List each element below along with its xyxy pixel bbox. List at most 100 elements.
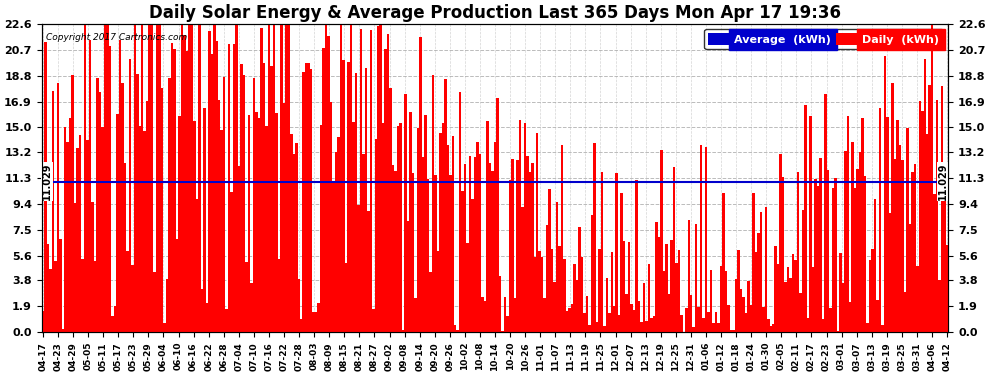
Bar	[534, 257, 536, 332]
Bar	[89, 40, 91, 332]
Bar	[392, 165, 394, 332]
Bar	[929, 85, 931, 332]
Bar	[226, 309, 228, 332]
Bar	[526, 156, 529, 332]
Bar	[550, 249, 553, 332]
Bar	[603, 326, 606, 332]
Bar	[114, 306, 116, 332]
Bar	[687, 219, 690, 332]
Bar	[196, 199, 198, 332]
Bar	[178, 116, 181, 332]
Bar	[740, 288, 742, 332]
Bar	[430, 272, 432, 332]
Bar	[252, 78, 255, 332]
Bar	[506, 316, 509, 332]
Bar	[255, 112, 257, 332]
Bar	[784, 282, 787, 332]
Bar	[338, 137, 340, 332]
Bar	[94, 261, 96, 332]
Bar	[267, 24, 270, 332]
Bar	[377, 26, 379, 332]
Bar	[382, 123, 384, 332]
Bar	[343, 60, 345, 332]
Bar	[183, 35, 186, 332]
Bar	[764, 207, 767, 332]
Bar	[260, 28, 262, 332]
Bar	[257, 118, 260, 332]
Bar	[794, 260, 797, 332]
Bar	[171, 43, 173, 332]
Bar	[412, 173, 414, 332]
Bar	[310, 69, 313, 332]
Bar	[446, 145, 449, 332]
Bar	[193, 121, 196, 332]
Bar	[670, 240, 672, 332]
Bar	[884, 56, 886, 332]
Bar	[372, 309, 374, 332]
Bar	[74, 203, 76, 332]
Text: Copyright 2017 Cartronics.com: Copyright 2017 Cartronics.com	[47, 33, 187, 42]
Bar	[476, 142, 479, 332]
Bar	[345, 262, 347, 332]
Bar	[849, 302, 851, 332]
Bar	[451, 136, 454, 332]
Bar	[218, 100, 221, 332]
Bar	[459, 92, 461, 332]
Bar	[914, 164, 916, 332]
Bar	[243, 75, 246, 332]
Bar	[231, 192, 233, 332]
Bar	[111, 316, 114, 332]
Bar	[404, 94, 407, 332]
Bar	[445, 79, 446, 332]
Bar	[305, 63, 308, 332]
Bar	[233, 44, 236, 332]
Bar	[789, 278, 792, 332]
Bar	[710, 270, 713, 332]
Bar	[829, 308, 832, 332]
Bar	[611, 252, 613, 332]
Text: 11.029: 11.029	[939, 163, 948, 200]
Bar	[802, 210, 804, 332]
Bar	[812, 267, 814, 332]
Bar	[277, 258, 280, 332]
Bar	[757, 233, 759, 332]
Bar	[665, 244, 667, 332]
Bar	[464, 164, 466, 332]
Bar	[501, 331, 504, 332]
Bar	[56, 83, 59, 332]
Bar	[859, 152, 861, 332]
Bar	[499, 276, 501, 332]
Bar	[54, 261, 56, 332]
Bar	[181, 24, 183, 332]
Bar	[129, 58, 131, 332]
Bar	[71, 75, 74, 332]
Bar	[934, 194, 936, 332]
Bar	[817, 186, 819, 332]
Bar	[827, 170, 829, 332]
Bar	[747, 281, 749, 332]
Bar	[715, 312, 718, 332]
Bar	[613, 306, 616, 332]
Bar	[738, 250, 740, 332]
Bar	[672, 167, 675, 332]
Bar	[330, 102, 333, 332]
Bar	[623, 242, 626, 332]
Bar	[354, 72, 357, 332]
Bar	[121, 83, 124, 332]
Bar	[481, 297, 484, 332]
Bar	[837, 331, 840, 332]
Bar	[643, 283, 645, 332]
Bar	[744, 313, 747, 332]
Bar	[303, 72, 305, 332]
Bar	[116, 114, 119, 332]
Bar	[491, 171, 494, 332]
Bar	[601, 172, 603, 332]
Bar	[647, 264, 650, 332]
Bar	[437, 251, 440, 332]
Bar	[407, 220, 409, 332]
Bar	[146, 102, 148, 332]
Bar	[188, 24, 191, 332]
Bar	[238, 166, 241, 332]
Bar	[733, 330, 735, 332]
Bar	[628, 242, 631, 332]
